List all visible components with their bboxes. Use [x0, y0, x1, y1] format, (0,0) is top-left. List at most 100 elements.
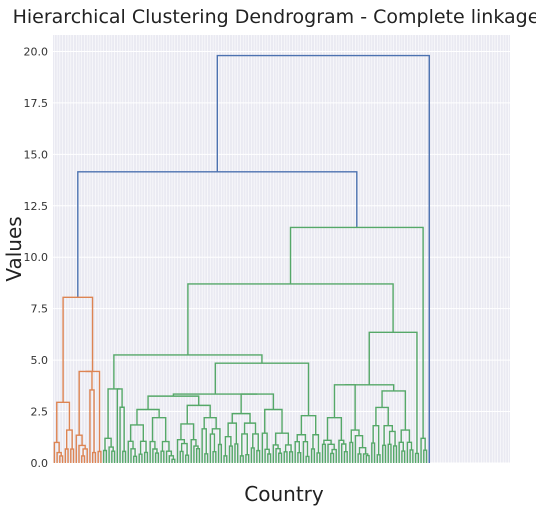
y-axis-label: Values [2, 216, 26, 281]
dendrogram-link [165, 450, 173, 463]
y-tick-label: 10.0 [24, 251, 49, 264]
dendrogram-link [400, 429, 411, 443]
dendrogram-link [326, 417, 343, 441]
dendrogram-link [102, 449, 108, 463]
dendrogram-link [59, 455, 64, 463]
dendrogram-link [365, 454, 370, 463]
dendrogram-link [289, 226, 424, 439]
dendrogram-link [240, 393, 275, 414]
dendrogram-link [256, 449, 261, 463]
dendrogram-link [312, 434, 320, 453]
dendrogram-link [372, 424, 380, 455]
dendrogram-link [82, 448, 88, 463]
dendrogram-link [330, 452, 335, 463]
dendrogram-link [204, 453, 209, 463]
dendrogram-link [186, 404, 211, 424]
dendrogram-link [327, 443, 335, 463]
dendrogram-link [343, 451, 348, 463]
dendrogram-link [139, 440, 147, 455]
dendrogram-link [344, 384, 395, 391]
dendrogram-link [108, 446, 114, 463]
dendrogram-link [245, 453, 250, 463]
dendrogram-link [323, 439, 332, 445]
x-axis-label: Country [244, 482, 324, 506]
dendrogram-link [310, 448, 316, 463]
dendrogram-link [152, 448, 158, 463]
dendrogram-link [341, 443, 347, 463]
dendrogram-link [187, 283, 394, 355]
y-tick-label: 5.0 [31, 354, 49, 367]
dendrogram-link [111, 450, 116, 463]
dendrogram-link [234, 443, 239, 463]
dendrogram-link [203, 417, 217, 429]
dendrogram-link [168, 455, 175, 463]
dendrogram-link [358, 446, 367, 454]
dendrogram-link [211, 428, 221, 445]
dendrogram-link [56, 451, 62, 463]
y-tick-label: 0.0 [31, 457, 49, 470]
dendrogram-link [185, 454, 190, 463]
dendrogram-link [409, 449, 414, 463]
dendrogram-link [217, 443, 222, 463]
dendrogram-link [119, 406, 125, 463]
dendrogram-link [180, 423, 195, 440]
dendrogram-link [414, 452, 420, 463]
dendrogram-link [212, 451, 217, 463]
dendrogram-link [78, 444, 86, 463]
dendrogram-link [388, 430, 396, 446]
dendrogram-link [75, 434, 83, 463]
dendrogram-link [349, 441, 354, 463]
dendrogram-link [305, 455, 310, 463]
dendrogram-link [122, 450, 127, 463]
dendrogram-link [333, 384, 356, 431]
dendrogram-link [136, 408, 160, 425]
dendrogram-link [243, 422, 257, 434]
dendrogram-link [383, 424, 394, 446]
dendrogram-link [381, 390, 407, 431]
dendrogram-links [53, 54, 430, 463]
dendrogram-link [193, 445, 199, 463]
dendrogram-link [357, 453, 362, 463]
dendrogram-link [77, 171, 358, 298]
dendrogram-link [392, 445, 398, 463]
dendrogram-link [283, 451, 288, 463]
y-tick-label: 12.5 [24, 200, 49, 213]
dendrogram-link [239, 455, 244, 463]
dendrogram-link [350, 429, 360, 443]
dendrogram-link [147, 395, 200, 410]
dendrogram-link [138, 453, 143, 463]
dendrogram-link [151, 417, 167, 442]
dendrogram-link [376, 454, 381, 463]
dendrogram-link [160, 450, 165, 463]
dendrogram-link [143, 451, 149, 463]
dendrogram-link [65, 429, 73, 450]
dendrogram-link [53, 441, 60, 463]
dendrogram-link [338, 439, 345, 463]
y-tick-label: 17.5 [24, 97, 49, 110]
dendrogram-link [401, 450, 406, 463]
dendrogram-link [321, 443, 326, 463]
dendrogram-link [274, 432, 290, 445]
dendrogram-link [284, 444, 292, 452]
dendrogram-link [56, 401, 71, 443]
dendrogram-link [223, 455, 228, 463]
dendrogram-link [261, 432, 268, 463]
dendrogram-link [171, 458, 176, 463]
dendrogram-link [180, 442, 188, 456]
y-tick-label: 7.5 [31, 303, 49, 316]
dendrogram-link [216, 54, 430, 463]
dendrogram-link [179, 450, 184, 463]
dendrogram-link [375, 406, 389, 426]
dendrogram-link [296, 434, 307, 442]
dendrogram-link [289, 451, 294, 463]
dendrogram-link [382, 444, 387, 463]
dendrogram-link [130, 448, 136, 463]
dendrogram-link [104, 437, 112, 451]
dendrogram-link [275, 448, 281, 463]
dendrogram-link [129, 424, 145, 442]
horizontal-gridlines [53, 50, 510, 464]
dendrogram-link [154, 452, 160, 463]
dendrogram-link [267, 453, 272, 463]
dendrogram-link [62, 296, 94, 403]
